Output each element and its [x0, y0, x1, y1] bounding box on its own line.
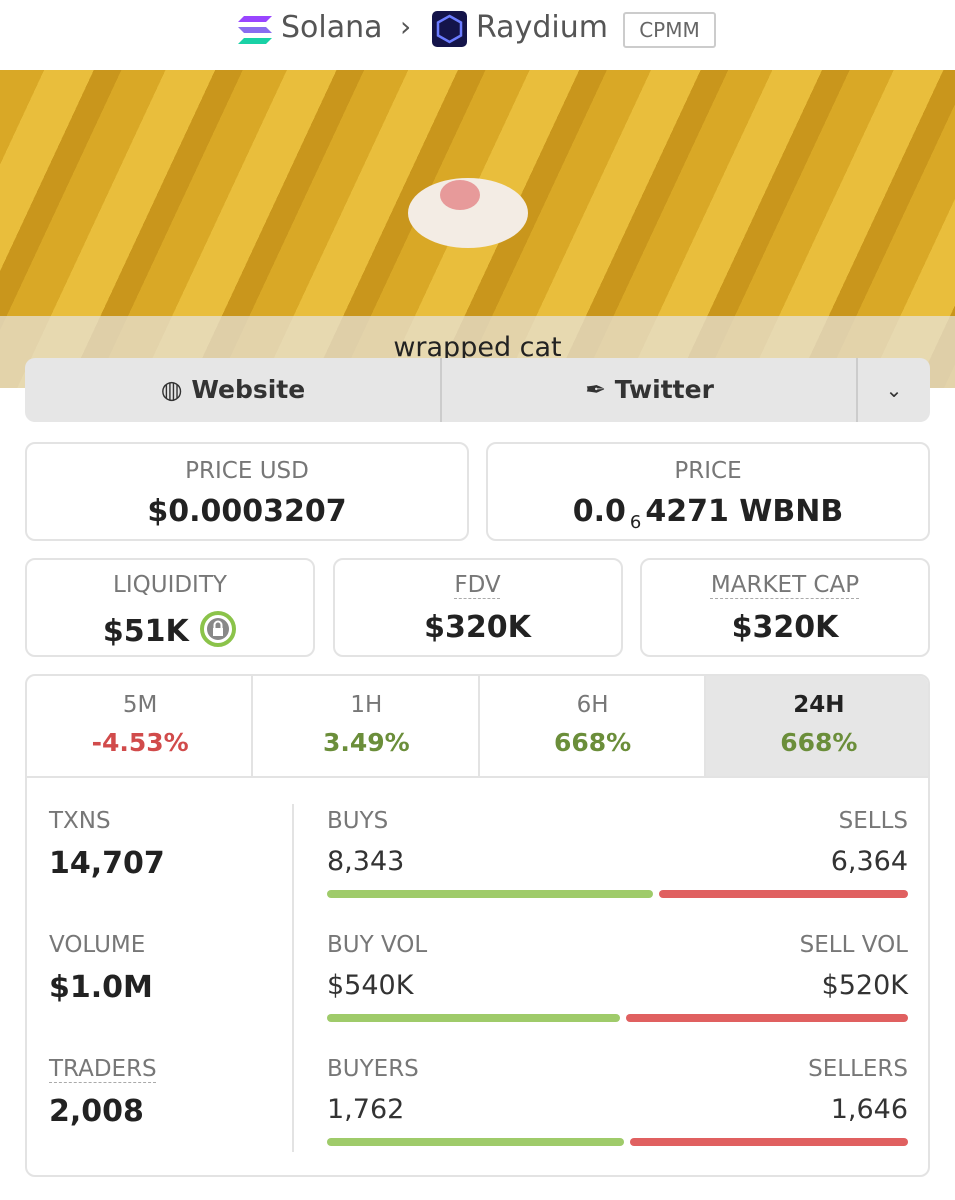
stat-card: LIQUIDITY $51K: [25, 558, 315, 657]
price-card: PRICE 0.0 6 4271 WBNB: [486, 442, 930, 541]
label: PRICE: [674, 458, 742, 484]
value: $320K: [424, 610, 531, 645]
change: 3.49%: [323, 728, 410, 757]
label: FDV: [454, 572, 501, 598]
period: 1H: [350, 692, 383, 718]
buy-bar: [327, 1014, 620, 1022]
stat-card: MARKET CAP $320K: [640, 558, 930, 657]
breadcrumb: Solana › Raydium CPMM: [0, 8, 955, 52]
website-button[interactable]: ◍ Website: [160, 375, 306, 404]
value: $51K: [27, 610, 313, 649]
cat-nose: [440, 180, 480, 210]
left-value: $540K: [327, 970, 414, 1001]
divider: [27, 776, 928, 778]
caption: wrapped cat: [393, 332, 562, 363]
label: LIQUIDITY: [113, 572, 227, 598]
period-tab[interactable]: 6H 668%: [480, 676, 706, 776]
separator: ›: [400, 10, 412, 43]
right-value: 1,646: [830, 1094, 908, 1125]
activity-card: 5M -4.53% 1H 3.49% 6H 668% 24H 668% TXNS 14,707 V…: [25, 674, 930, 1177]
raydium-icon: [432, 11, 467, 47]
prefix: 0.0: [572, 494, 626, 529]
zeros: 6: [629, 512, 642, 533]
left-value: 1,762: [327, 1094, 405, 1125]
divider: [856, 358, 858, 422]
label: PRICE USD: [185, 458, 309, 484]
value: $0.0003207: [147, 494, 347, 529]
sell-bar: [625, 1014, 908, 1022]
right-label: SELLERS: [808, 1056, 908, 1082]
chain-link[interactable]: Solana: [281, 10, 383, 45]
sell-bar: [659, 890, 908, 898]
pool-badge: CPMM: [623, 12, 716, 48]
banner: wrapped cat: [0, 70, 955, 388]
divider: [440, 358, 442, 422]
right-value: $520K: [821, 970, 908, 1001]
twitter-button[interactable]: ✒ Twitter: [585, 375, 714, 404]
twitter-label: Twitter: [614, 375, 714, 404]
solana-icon: [238, 16, 272, 44]
value: $320K: [731, 610, 839, 645]
sell-bar: [630, 1138, 908, 1146]
label: MARKET CAP: [710, 572, 860, 598]
lock-icon: [200, 611, 237, 647]
total-label: VOLUME: [49, 932, 146, 958]
left-label: BUYS: [327, 808, 389, 834]
buy-bar: [327, 1138, 625, 1146]
total-value: $1.0M: [49, 970, 153, 1005]
digits: 4271 WBNB: [645, 494, 844, 529]
period-tab[interactable]: 24H 668%: [705, 676, 928, 776]
divider: [292, 804, 294, 1152]
dex-link[interactable]: Raydium: [476, 10, 608, 45]
change: -4.53%: [91, 728, 189, 757]
change: 668%: [780, 728, 858, 757]
total-value: 14,707: [49, 846, 165, 881]
period: 5M: [122, 692, 158, 718]
link-bar: ◍ Website ✒ Twitter ⌄: [25, 358, 930, 422]
total-label: TRADERS: [49, 1056, 157, 1082]
buy-bar: [327, 890, 654, 898]
right-label: SELL VOL: [799, 932, 908, 958]
left-label: BUY VOL: [327, 932, 428, 958]
website-label: Website: [191, 375, 306, 404]
right-label: SELLS: [838, 808, 908, 834]
more-button[interactable]: ⌄: [885, 378, 903, 402]
price-usd-card: PRICE USD $0.0003207: [25, 442, 469, 541]
period-tab[interactable]: 5M -4.53%: [27, 676, 254, 776]
left-label: BUYERS: [327, 1056, 419, 1082]
period-tab[interactable]: 1H 3.49%: [253, 676, 480, 776]
right-value: 6,364: [830, 846, 908, 877]
left-value: 8,343: [327, 846, 405, 877]
change: 668%: [554, 728, 632, 757]
total-value: 2,008: [49, 1094, 144, 1129]
value: 0.0 6 4271 WBNB: [488, 494, 928, 533]
period: 6H: [576, 692, 609, 718]
period: 24H: [793, 692, 845, 718]
total-label: TXNS: [49, 808, 111, 834]
stat-card: FDV $320K: [332, 558, 623, 657]
